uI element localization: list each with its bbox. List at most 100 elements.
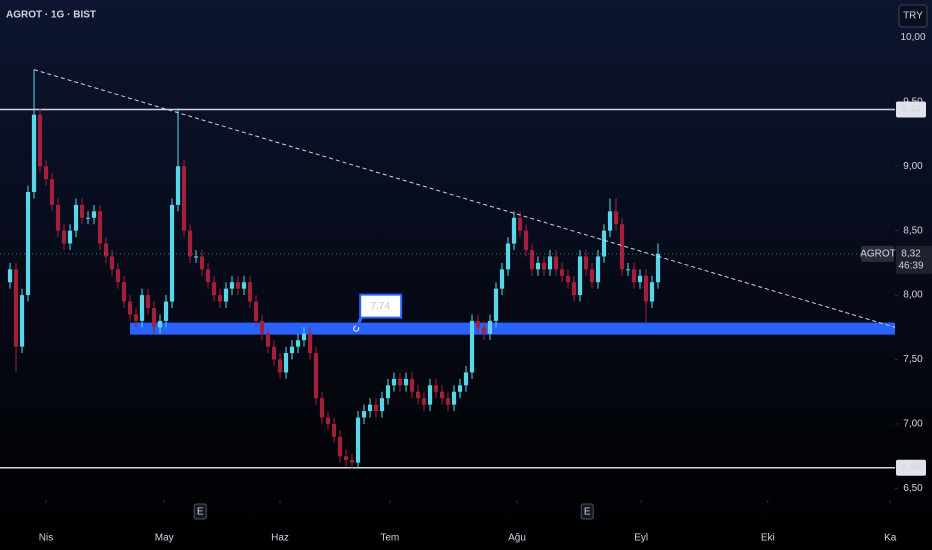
y-tick-label: 8,00 [903, 290, 923, 301]
event-label: E [197, 507, 204, 518]
candle-body [463, 372, 469, 386]
y-tick-label: 9,00 [903, 161, 923, 172]
candle-body [619, 224, 625, 270]
x-tick-label: Tem [380, 533, 399, 544]
candle-body [49, 179, 55, 205]
candle-body [145, 295, 151, 308]
candle-body [643, 275, 649, 302]
candle-body [499, 269, 505, 289]
candle-body [181, 166, 187, 231]
candle-body [487, 320, 493, 334]
candle-body [535, 262, 541, 270]
candle-body [169, 204, 175, 302]
candle-body [265, 333, 271, 347]
candle-body [421, 398, 427, 405]
candle-body [289, 346, 295, 354]
candle-body [505, 243, 511, 270]
y-tick-label: 7,50 [903, 354, 923, 365]
candle-body [385, 385, 391, 399]
candle-body [367, 404, 373, 412]
candle-body [583, 256, 589, 270]
level-tag [896, 101, 926, 118]
candle-body [199, 256, 205, 270]
level-tag [896, 459, 926, 476]
x-tick-label: Nis [39, 533, 53, 544]
candle-body [325, 417, 331, 424]
candle-body [541, 262, 547, 270]
candle-body [529, 250, 535, 270]
candle-body [649, 282, 655, 302]
candle-body [61, 230, 67, 244]
candle-body [553, 256, 559, 270]
candle-body [175, 166, 181, 205]
x-tick-label: Eyl [634, 533, 648, 544]
currency-label[interactable]: TRY [903, 11, 923, 22]
candle-body [283, 353, 289, 373]
event-marker [580, 503, 594, 520]
x-tick-label: Ağu [508, 533, 526, 544]
candle-body [187, 230, 193, 257]
level-label: 9,44 [901, 104, 921, 115]
candle-body [607, 211, 613, 231]
candle-body [379, 398, 385, 412]
candle-body [121, 282, 127, 302]
currency-button[interactable] [898, 4, 928, 28]
candle-body [577, 256, 583, 296]
level-label: 6,66 [901, 462, 921, 473]
candle-body [85, 217, 91, 219]
candle-body [343, 456, 349, 461]
candle-body [259, 320, 265, 334]
candle-body [25, 192, 31, 296]
candle-body [235, 282, 241, 289]
candle-body [493, 288, 499, 321]
candle-body [403, 378, 409, 386]
event-marker [193, 503, 207, 520]
candle-body [295, 340, 301, 347]
candle-body [211, 282, 217, 296]
candle-body [37, 114, 43, 167]
candle-body [223, 288, 229, 302]
candle-body [313, 353, 319, 399]
candle-body [319, 398, 325, 418]
candle-body [625, 269, 631, 271]
candle-body [217, 295, 223, 302]
price-label: 8,32 [901, 249, 921, 260]
candle-body [301, 333, 307, 341]
candle-body [547, 256, 553, 270]
price-tag [896, 245, 932, 274]
candle-body [241, 282, 247, 289]
candle-body [361, 411, 367, 418]
candle-body [559, 269, 565, 276]
candle-body [133, 314, 139, 321]
candle-body [439, 391, 445, 399]
candle-body [475, 320, 481, 328]
callout-box [355, 293, 403, 330]
candle-body [193, 256, 199, 258]
candle-body [253, 301, 259, 321]
candle-body [205, 269, 211, 283]
candle-body [613, 211, 619, 225]
candle-body [55, 204, 61, 231]
candle-body [511, 217, 517, 244]
candle-body [139, 295, 145, 321]
candle-body [415, 391, 421, 399]
event-label: E [584, 507, 591, 518]
candle-body [349, 460, 355, 463]
candle-body [31, 114, 37, 193]
support-band [130, 322, 895, 335]
candle-body [397, 378, 403, 386]
candle-body [373, 404, 379, 412]
candle-body [601, 230, 607, 257]
candle-body [517, 217, 523, 231]
x-tick-label: Eki [761, 533, 775, 544]
candle-body [391, 378, 397, 386]
candle-body [271, 346, 277, 360]
candle-body [277, 359, 283, 373]
candle-body [637, 275, 643, 283]
candle-body [247, 282, 253, 302]
candle-body [163, 301, 169, 321]
candle-body [103, 243, 109, 257]
candle-body [523, 230, 529, 250]
